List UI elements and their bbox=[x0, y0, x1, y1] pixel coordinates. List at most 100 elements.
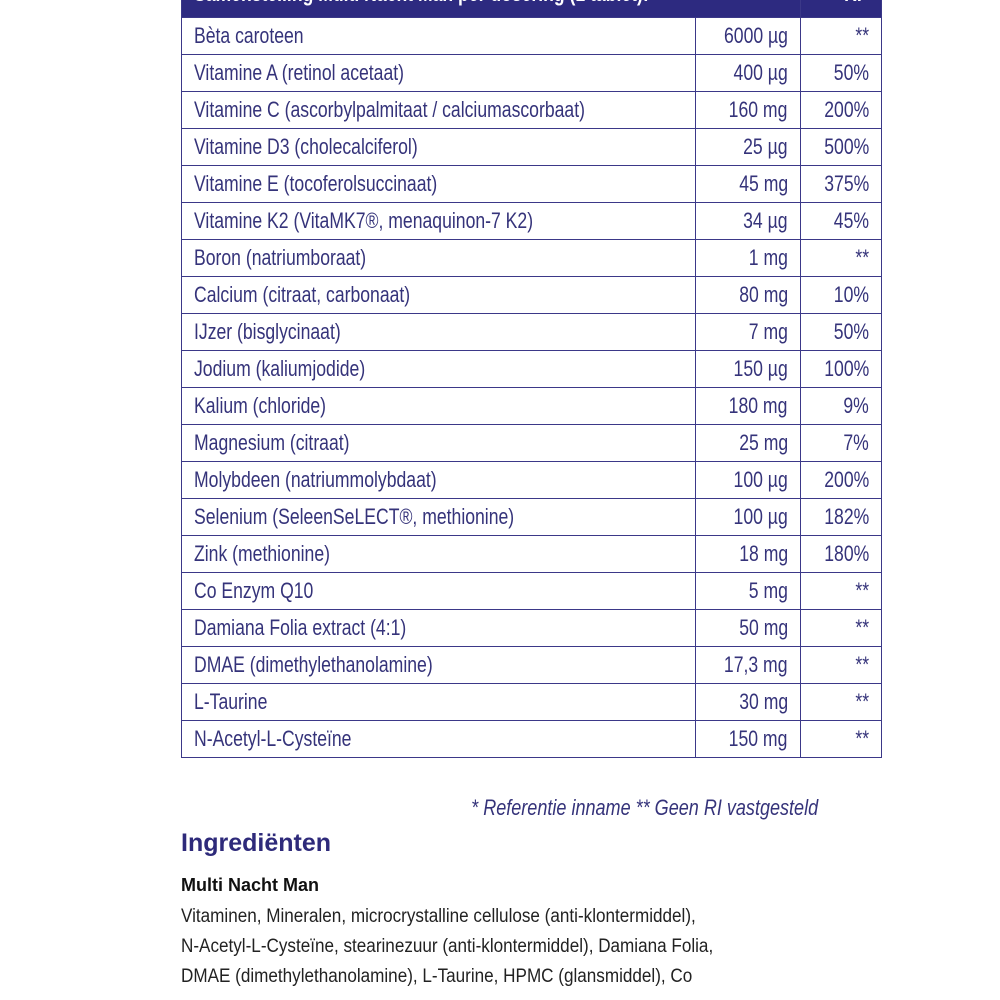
amount: 180 mg bbox=[728, 393, 788, 418]
product-name: Multi Nacht Man bbox=[181, 875, 319, 895]
table-cell: Vitamine D3 (cholecalciferol) bbox=[181, 128, 696, 166]
nutrition-table: Samenstelling Multi Nacht Man per doseri… bbox=[181, 0, 882, 758]
table-cell: 30 mg bbox=[694, 683, 801, 721]
ingredients-line: N-Acetyl-L-Cysteïne, stearinezuur (anti-… bbox=[181, 936, 714, 957]
nutrient-name: Boron (natriumboraat) bbox=[194, 245, 367, 270]
table-row: DMAE (dimethylethanolamine) 17,3 mg ** bbox=[181, 646, 882, 684]
table-cell: ** bbox=[799, 720, 882, 758]
table-cell: 200% bbox=[799, 461, 882, 499]
table-cell: Calcium (citraat, carbonaat) bbox=[181, 276, 696, 314]
table-cell: 500% bbox=[799, 128, 882, 166]
nutrient-name: DMAE (dimethylethanolamine) bbox=[194, 652, 433, 677]
table-row: Magnesium (citraat) 25 mg 7% bbox=[181, 424, 882, 462]
ri-value: 500% bbox=[823, 134, 869, 159]
table-cell: 7% bbox=[799, 424, 882, 462]
table-cell: Damiana Folia extract (4:1) bbox=[181, 609, 696, 647]
table-cell: 100 µg bbox=[694, 498, 801, 536]
table-row: IJzer (bisglycinaat) 7 mg 50% bbox=[181, 313, 882, 351]
ri-value: ** bbox=[855, 245, 869, 270]
nutrient-name: Vitamine E (tocoferolsuccinaat) bbox=[194, 171, 438, 196]
ri-value: 9% bbox=[843, 393, 869, 418]
nutrient-name: Jodium (kaliumjodide) bbox=[194, 356, 366, 381]
table-row: Zink (methionine) 18 mg 180% bbox=[181, 535, 882, 573]
table-cell: ** bbox=[799, 17, 882, 55]
amount: 100 µg bbox=[733, 467, 788, 492]
table-row: Boron (natriumboraat) 1 mg ** bbox=[181, 239, 882, 277]
amount: 18 mg bbox=[738, 541, 788, 566]
ri-value: 182% bbox=[823, 504, 869, 529]
amount: 17,3 mg bbox=[724, 652, 788, 677]
table-cell: Vitamine K2 (VitaMK7®, menaquinon-7 K2) bbox=[181, 202, 696, 240]
table-cell: 182% bbox=[799, 498, 882, 536]
table-cell: Vitamine E (tocoferolsuccinaat) bbox=[181, 165, 696, 203]
table-cell: 180 mg bbox=[694, 387, 801, 425]
table-cell: ** bbox=[799, 646, 882, 684]
table-cell: 50 mg bbox=[694, 609, 801, 647]
table-cell: 1 mg bbox=[694, 239, 801, 277]
nutrient-name: Co Enzym Q10 bbox=[194, 578, 314, 603]
nutrient-name: Damiana Folia extract (4:1) bbox=[194, 615, 407, 640]
amount: 45 mg bbox=[738, 171, 788, 196]
table-cell: ** bbox=[799, 572, 882, 610]
table-cell: 100% bbox=[799, 350, 882, 388]
table-cell: 200% bbox=[799, 91, 882, 129]
table-cell: Kalium (chloride) bbox=[181, 387, 696, 425]
table-row: Vitamine K2 (VitaMK7®, menaquinon-7 K2) 3… bbox=[181, 202, 882, 240]
nutrient-name: Molybdeen (natriummolybdaat) bbox=[194, 467, 437, 492]
amount: 160 mg bbox=[728, 97, 788, 122]
table-cell: Vitamine A (retinol acetaat) bbox=[181, 54, 696, 92]
table-cell: 400 µg bbox=[694, 54, 801, 92]
ri-value: ** bbox=[855, 652, 869, 677]
ri-value: 7% bbox=[843, 430, 869, 455]
nutrient-name: IJzer (bisglycinaat) bbox=[194, 319, 341, 344]
table-cell: 9% bbox=[799, 387, 882, 425]
amount: 100 µg bbox=[733, 504, 788, 529]
table-row: Jodium (kaliumjodide) 150 µg 100% bbox=[181, 350, 882, 388]
ri-value: 50% bbox=[833, 319, 869, 344]
table-cell: Bèta caroteen bbox=[181, 17, 696, 55]
ri-value: 180% bbox=[823, 541, 869, 566]
table-cell: 160 mg bbox=[694, 91, 801, 129]
nutrient-name: Vitamine D3 (cholecalciferol) bbox=[194, 134, 418, 159]
amount: 25 µg bbox=[743, 134, 788, 159]
amount: 34 µg bbox=[743, 208, 788, 233]
table-cell: 10% bbox=[799, 276, 882, 314]
table-cell: Vitamine C (ascorbylpalmitaat / calciuma… bbox=[181, 91, 696, 129]
ingredients-title: Ingrediënten bbox=[181, 829, 332, 857]
table-cell: Selenium (SeleenSeLECT®, methionine) bbox=[181, 498, 696, 536]
table-row: Molybdeen (natriummolybdaat) 100 µg 200% bbox=[181, 461, 882, 499]
table-cell: N-Acetyl-L-Cysteïne bbox=[181, 720, 696, 758]
table-cell: 34 µg bbox=[694, 202, 801, 240]
amount: 6000 µg bbox=[723, 23, 788, 48]
table-cell: 180% bbox=[799, 535, 882, 573]
table-cell: Molybdeen (natriummolybdaat) bbox=[181, 461, 696, 499]
table-row: Vitamine A (retinol acetaat) 400 µg 50% bbox=[181, 54, 882, 92]
table-cell: ** bbox=[799, 683, 882, 721]
table-cell: Boron (natriumboraat) bbox=[181, 239, 696, 277]
ri-value: 45% bbox=[833, 208, 869, 233]
table-cell: 25 mg bbox=[694, 424, 801, 462]
amount: 25 mg bbox=[738, 430, 788, 455]
ingredients-line: DMAE (dimethylethanolamine), L-Taurine, … bbox=[181, 966, 693, 987]
ingredients-line: Vitaminen, Mineralen, microcrystalline c… bbox=[181, 906, 696, 927]
header-cell: Samenstelling Multi Nacht Man per doseri… bbox=[181, 0, 801, 18]
ri-value: ** bbox=[855, 615, 869, 640]
table-cell: ** bbox=[799, 239, 882, 277]
table-row: Vitamine E (tocoferolsuccinaat) 45 mg 375% bbox=[181, 165, 882, 203]
table-cell: 5 mg bbox=[694, 572, 801, 610]
nutrient-name: N-Acetyl-L-Cysteïne bbox=[194, 726, 352, 751]
table-row: Co Enzym Q10 5 mg ** bbox=[181, 572, 882, 610]
table-row: Bèta caroteen 6000 µg ** bbox=[181, 17, 882, 55]
table-cell: 45% bbox=[799, 202, 882, 240]
ri-value: 50% bbox=[833, 60, 869, 85]
table-cell: 50% bbox=[799, 313, 882, 351]
table-row: Calcium (citraat, carbonaat) 80 mg 10% bbox=[181, 276, 882, 314]
amount: 7 mg bbox=[748, 319, 788, 344]
table-cell: 100 µg bbox=[694, 461, 801, 499]
table-row: Vitamine C (ascorbylpalmitaat / calciuma… bbox=[181, 91, 882, 129]
amount: 400 µg bbox=[733, 60, 788, 85]
table-cell: Jodium (kaliumjodide) bbox=[181, 350, 696, 388]
ri-value: 100% bbox=[823, 356, 869, 381]
table-cell: IJzer (bisglycinaat) bbox=[181, 313, 696, 351]
